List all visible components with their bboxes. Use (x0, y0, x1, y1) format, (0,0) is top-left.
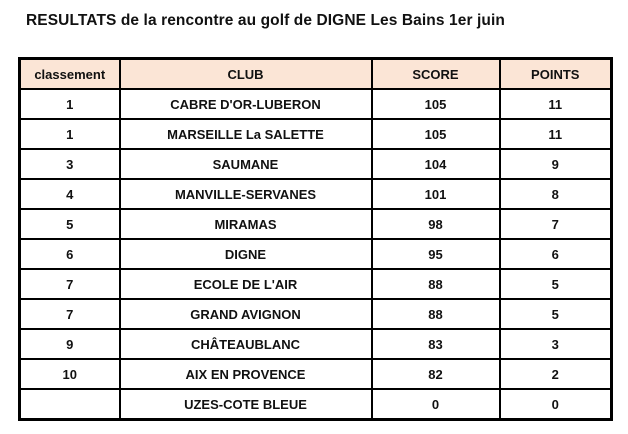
table-row: 7 GRAND AVIGNON 88 5 (18, 298, 613, 330)
cell-points: 6 (498, 238, 613, 270)
cell-score: 101 (370, 178, 501, 210)
cell-points: 5 (498, 298, 613, 330)
cell-score: 105 (370, 118, 501, 150)
table-row: 5 MIRAMAS 98 7 (18, 208, 613, 240)
cell-score: 0 (370, 388, 501, 421)
cell-points: 11 (498, 88, 613, 120)
cell-classement: 9 (18, 328, 121, 360)
col-header-classement: classement (18, 57, 121, 90)
cell-points: 7 (498, 208, 613, 240)
cell-classement (18, 388, 121, 421)
cell-classement: 1 (18, 118, 121, 150)
table-row: 4 MANVILLE-SERVANES 101 8 (18, 178, 613, 210)
cell-classement: 5 (18, 208, 121, 240)
col-header-points: POINTS (498, 57, 613, 90)
cell-classement: 7 (18, 298, 121, 330)
cell-score: 105 (370, 88, 501, 120)
cell-classement: 10 (18, 358, 121, 390)
cell-club: AIX EN PROVENCE (118, 358, 373, 390)
col-header-club: CLUB (118, 57, 373, 90)
col-header-score: SCORE (370, 57, 501, 90)
cell-points: 9 (498, 148, 613, 180)
cell-score: 88 (370, 298, 501, 330)
cell-score: 104 (370, 148, 501, 180)
cell-club: ECOLE DE L'AIR (118, 268, 373, 300)
results-table: classement CLUB SCORE POINTS 1 CABRE D'O… (18, 57, 613, 421)
cell-club: DIGNE (118, 238, 373, 270)
table-row: 6 DIGNE 95 6 (18, 238, 613, 270)
header-row: classement CLUB SCORE POINTS (18, 57, 613, 90)
table-row: 3 SAUMANE 104 9 (18, 148, 613, 180)
cell-classement: 3 (18, 148, 121, 180)
cell-points: 2 (498, 358, 613, 390)
cell-classement: 6 (18, 238, 121, 270)
cell-points: 11 (498, 118, 613, 150)
cell-points: 5 (498, 268, 613, 300)
cell-score: 88 (370, 268, 501, 300)
cell-score: 83 (370, 328, 501, 360)
cell-club: GRAND AVIGNON (118, 298, 373, 330)
cell-score: 82 (370, 358, 501, 390)
table-row: 9 CHÂTEAUBLANC 83 3 (18, 328, 613, 360)
table-row: UZES-COTE BLEUE 0 0 (18, 388, 613, 421)
cell-club: MARSEILLE La SALETTE (118, 118, 373, 150)
cell-club: MANVILLE-SERVANES (118, 178, 373, 210)
table-row: 1 MARSEILLE La SALETTE 105 11 (18, 118, 613, 150)
table-row: 10 AIX EN PROVENCE 82 2 (18, 358, 613, 390)
cell-points: 0 (498, 388, 613, 421)
cell-points: 8 (498, 178, 613, 210)
cell-club: CABRE D'OR-LUBERON (118, 88, 373, 120)
cell-points: 3 (498, 328, 613, 360)
table-row: 1 CABRE D'OR-LUBERON 105 11 (18, 88, 613, 120)
cell-score: 95 (370, 238, 501, 270)
cell-club: UZES-COTE BLEUE (118, 388, 373, 421)
cell-classement: 7 (18, 268, 121, 300)
page-title: RESULTATS de la rencontre au golf de DIG… (26, 12, 505, 29)
cell-club: SAUMANE (118, 148, 373, 180)
cell-classement: 1 (18, 88, 121, 120)
cell-classement: 4 (18, 178, 121, 210)
table-row: 7 ECOLE DE L'AIR 88 5 (18, 268, 613, 300)
cell-club: MIRAMAS (118, 208, 373, 240)
cell-club: CHÂTEAUBLANC (118, 328, 373, 360)
table-body: 1 CABRE D'OR-LUBERON 105 11 1 MARSEILLE … (18, 88, 613, 421)
cell-score: 98 (370, 208, 501, 240)
